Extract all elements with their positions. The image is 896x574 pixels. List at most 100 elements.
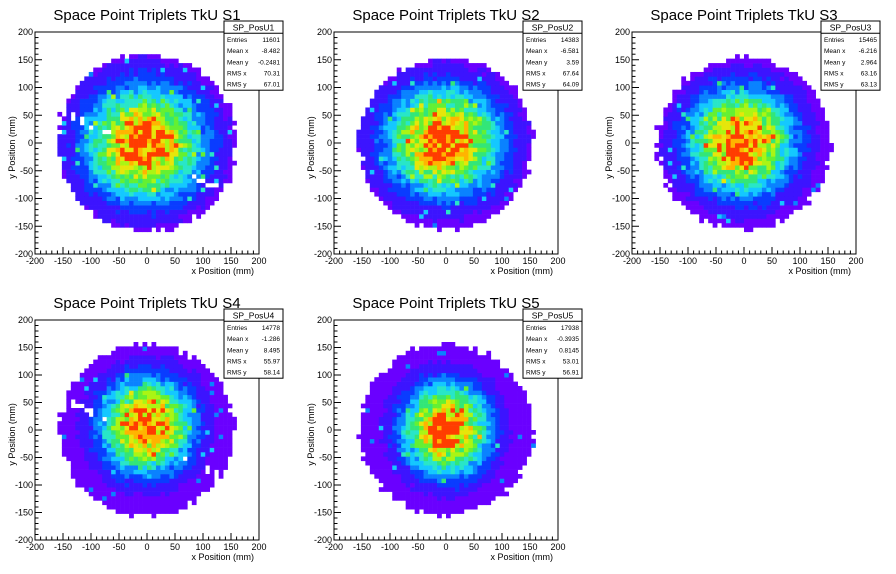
heatmap-cell xyxy=(383,138,389,144)
heatmap-cell xyxy=(133,364,139,369)
heatmap-cell xyxy=(770,205,776,210)
heatmap-cell xyxy=(106,487,112,492)
heatmap-cell xyxy=(191,412,197,418)
heatmap-cell xyxy=(173,178,179,184)
heatmap-cell xyxy=(196,465,202,470)
heatmap-cell xyxy=(739,151,745,157)
heatmap-cell xyxy=(744,182,749,188)
heatmap-cell xyxy=(209,187,215,193)
heatmap-cell xyxy=(432,120,438,126)
heatmap-cell xyxy=(446,218,451,224)
heatmap-cell xyxy=(450,134,456,139)
heatmap-cell xyxy=(66,416,72,422)
heatmap-cell xyxy=(369,98,375,104)
heatmap-cell xyxy=(138,67,143,73)
heatmap-cell xyxy=(182,178,188,184)
heatmap-cell xyxy=(102,452,107,457)
x-tick-label: 0 xyxy=(741,256,746,266)
heatmap-cell xyxy=(472,169,478,175)
heatmap-cell xyxy=(106,218,112,224)
heatmap-cell xyxy=(164,218,170,224)
heatmap-cell xyxy=(129,71,134,77)
heatmap-cell xyxy=(410,182,415,188)
heatmap-cell xyxy=(151,478,157,484)
stats-key: Mean y xyxy=(227,59,249,66)
heatmap-cell xyxy=(730,58,736,64)
heatmap-cell xyxy=(111,156,116,162)
heatmap-cell xyxy=(681,151,687,157)
heatmap-cell xyxy=(717,156,722,162)
heatmap-cell xyxy=(437,196,442,202)
heatmap-cell xyxy=(757,89,763,95)
heatmap-cell xyxy=(138,138,143,144)
heatmap-cell xyxy=(513,187,518,193)
heatmap-cell xyxy=(124,350,130,356)
heatmap-cell xyxy=(187,200,193,206)
heatmap-cell xyxy=(164,85,170,91)
heatmap-cell xyxy=(138,377,143,382)
heatmap-cell xyxy=(454,191,460,197)
heatmap-cell xyxy=(209,169,215,175)
heatmap-cell xyxy=(79,89,85,95)
heatmap-cell xyxy=(173,456,179,462)
heatmap-cell xyxy=(504,182,510,188)
heatmap-cell xyxy=(423,165,429,170)
heatmap-cell xyxy=(681,120,687,126)
heatmap-cell xyxy=(387,147,393,153)
heatmap-cell xyxy=(387,116,393,122)
heatmap-cell xyxy=(717,71,722,77)
heatmap-cell xyxy=(752,205,758,210)
heatmap-cell xyxy=(102,386,107,391)
heatmap-cell xyxy=(106,182,112,188)
heatmap-cell xyxy=(392,165,398,170)
heatmap-cell xyxy=(142,359,148,365)
heatmap-cell xyxy=(209,120,215,126)
heatmap-cell xyxy=(66,129,72,135)
heatmap-cell xyxy=(169,504,175,510)
heatmap-cell xyxy=(120,500,125,506)
heatmap-cell xyxy=(784,160,790,166)
heatmap-cell xyxy=(522,147,527,153)
heatmap-cell xyxy=(147,456,152,462)
heatmap-cell xyxy=(191,465,197,470)
heatmap-cell xyxy=(102,430,107,435)
heatmap-cell xyxy=(75,482,81,488)
heatmap-cell xyxy=(84,134,90,139)
heatmap-cell xyxy=(410,165,415,170)
heatmap-cell xyxy=(151,447,157,453)
heatmap-cell xyxy=(182,386,188,391)
heatmap-cell xyxy=(79,425,85,431)
heatmap-cell xyxy=(726,129,731,135)
heatmap-cell xyxy=(806,103,812,108)
heatmap-cell xyxy=(155,98,161,104)
heatmap-cell xyxy=(495,151,501,157)
heatmap-cell xyxy=(191,364,197,369)
heatmap-cell xyxy=(369,169,375,175)
heatmap-cell xyxy=(748,147,754,153)
heatmap-cell xyxy=(490,134,496,139)
heatmap-cell xyxy=(490,174,496,179)
heatmap-cell xyxy=(196,129,202,135)
heatmap-cell xyxy=(182,434,188,440)
heatmap-cell xyxy=(138,222,143,228)
heatmap-cell xyxy=(124,377,130,382)
heatmap-cell xyxy=(93,364,99,369)
heatmap-cell xyxy=(169,227,175,233)
heatmap-cell xyxy=(401,205,406,210)
heatmap-cell xyxy=(477,191,483,197)
heatmap-cell xyxy=(703,120,709,126)
heatmap-cell xyxy=(106,500,112,506)
heatmap-cell xyxy=(708,178,713,184)
heatmap-cell xyxy=(142,456,148,462)
heatmap-cell xyxy=(147,478,152,484)
heatmap-cell xyxy=(106,85,112,91)
heatmap-cell xyxy=(396,200,402,206)
heatmap-cell xyxy=(432,116,438,122)
heatmap-cell xyxy=(214,89,219,95)
heatmap-cell xyxy=(66,430,72,435)
heatmap-cell xyxy=(490,156,496,162)
heatmap-cell xyxy=(160,359,166,365)
y-tick-label: -150 xyxy=(314,221,332,231)
heatmap-cell xyxy=(93,116,99,122)
heatmap-cell xyxy=(802,125,808,130)
